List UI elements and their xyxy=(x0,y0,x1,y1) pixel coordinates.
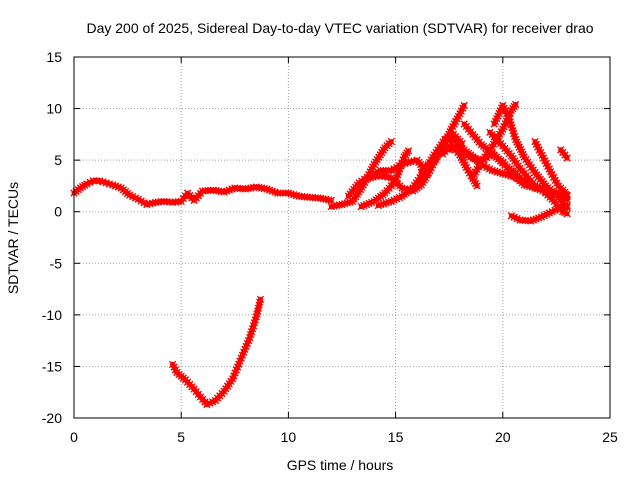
data-point xyxy=(256,295,265,304)
y-tick-label: -10 xyxy=(42,307,62,323)
x-tick-label: 15 xyxy=(388,429,404,445)
data-point xyxy=(274,189,282,197)
x-tick-label: 0 xyxy=(70,429,78,445)
data-point xyxy=(473,182,481,190)
series-s6 xyxy=(417,101,468,177)
y-tick-label: 15 xyxy=(46,49,62,65)
data-point xyxy=(460,101,468,110)
y-tick-label: 5 xyxy=(54,152,62,168)
data-point xyxy=(387,137,396,146)
y-tick-label: -5 xyxy=(50,255,63,271)
data-point xyxy=(276,189,285,197)
grid xyxy=(74,57,610,418)
plot-frame xyxy=(73,56,611,419)
x-tick-label: 5 xyxy=(177,429,185,445)
data-point xyxy=(384,166,393,175)
data-point xyxy=(561,209,569,217)
data-point xyxy=(324,196,333,204)
data-point xyxy=(511,100,520,109)
data-point xyxy=(255,183,263,192)
y-tick-label: -15 xyxy=(42,358,62,374)
x-tick-label: 10 xyxy=(281,429,297,445)
data-point xyxy=(260,184,268,193)
data-point xyxy=(174,198,182,206)
data-point xyxy=(160,197,168,206)
data-point xyxy=(249,183,258,192)
data-point xyxy=(563,195,571,204)
data-point xyxy=(563,210,571,218)
data-point xyxy=(382,166,390,175)
series-s15 xyxy=(531,137,571,204)
data-point xyxy=(563,201,571,210)
data-point xyxy=(89,177,97,185)
y-tick-label: 0 xyxy=(54,204,62,220)
series-s16 xyxy=(542,189,571,218)
x-tick-label: 25 xyxy=(602,429,618,445)
data-point xyxy=(559,208,567,216)
data-point xyxy=(151,198,160,207)
data-point xyxy=(335,201,343,209)
series-low xyxy=(168,295,265,409)
data-point xyxy=(376,166,385,175)
series-s17 xyxy=(557,146,571,162)
series-s3 xyxy=(357,147,413,211)
series-s1 xyxy=(327,137,396,211)
data-point xyxy=(562,193,571,201)
data-point xyxy=(168,198,177,207)
ticks: 0 5 10 15 20 25 -20 -15 -10 -5 0 5 10 15 xyxy=(42,49,618,445)
data-point xyxy=(157,198,165,206)
chart-title: Day 200 of 2025, Sidereal Day-to-day VTE… xyxy=(86,20,593,36)
data-point xyxy=(279,189,287,197)
data-layer xyxy=(70,100,571,409)
data-point xyxy=(319,195,327,203)
series-s13 xyxy=(490,101,571,212)
data-point xyxy=(166,198,174,206)
y-tick-label: -20 xyxy=(42,410,62,426)
data-point xyxy=(563,154,571,162)
data-point xyxy=(404,147,413,155)
data-point xyxy=(92,177,101,185)
series-main xyxy=(70,177,335,209)
y-tick-label: 10 xyxy=(46,101,62,117)
x-tick-label: 20 xyxy=(495,429,511,445)
y-axis-label: SDTVAR / TECUs xyxy=(5,182,21,294)
x-axis-label: GPS time / hours xyxy=(287,457,394,473)
